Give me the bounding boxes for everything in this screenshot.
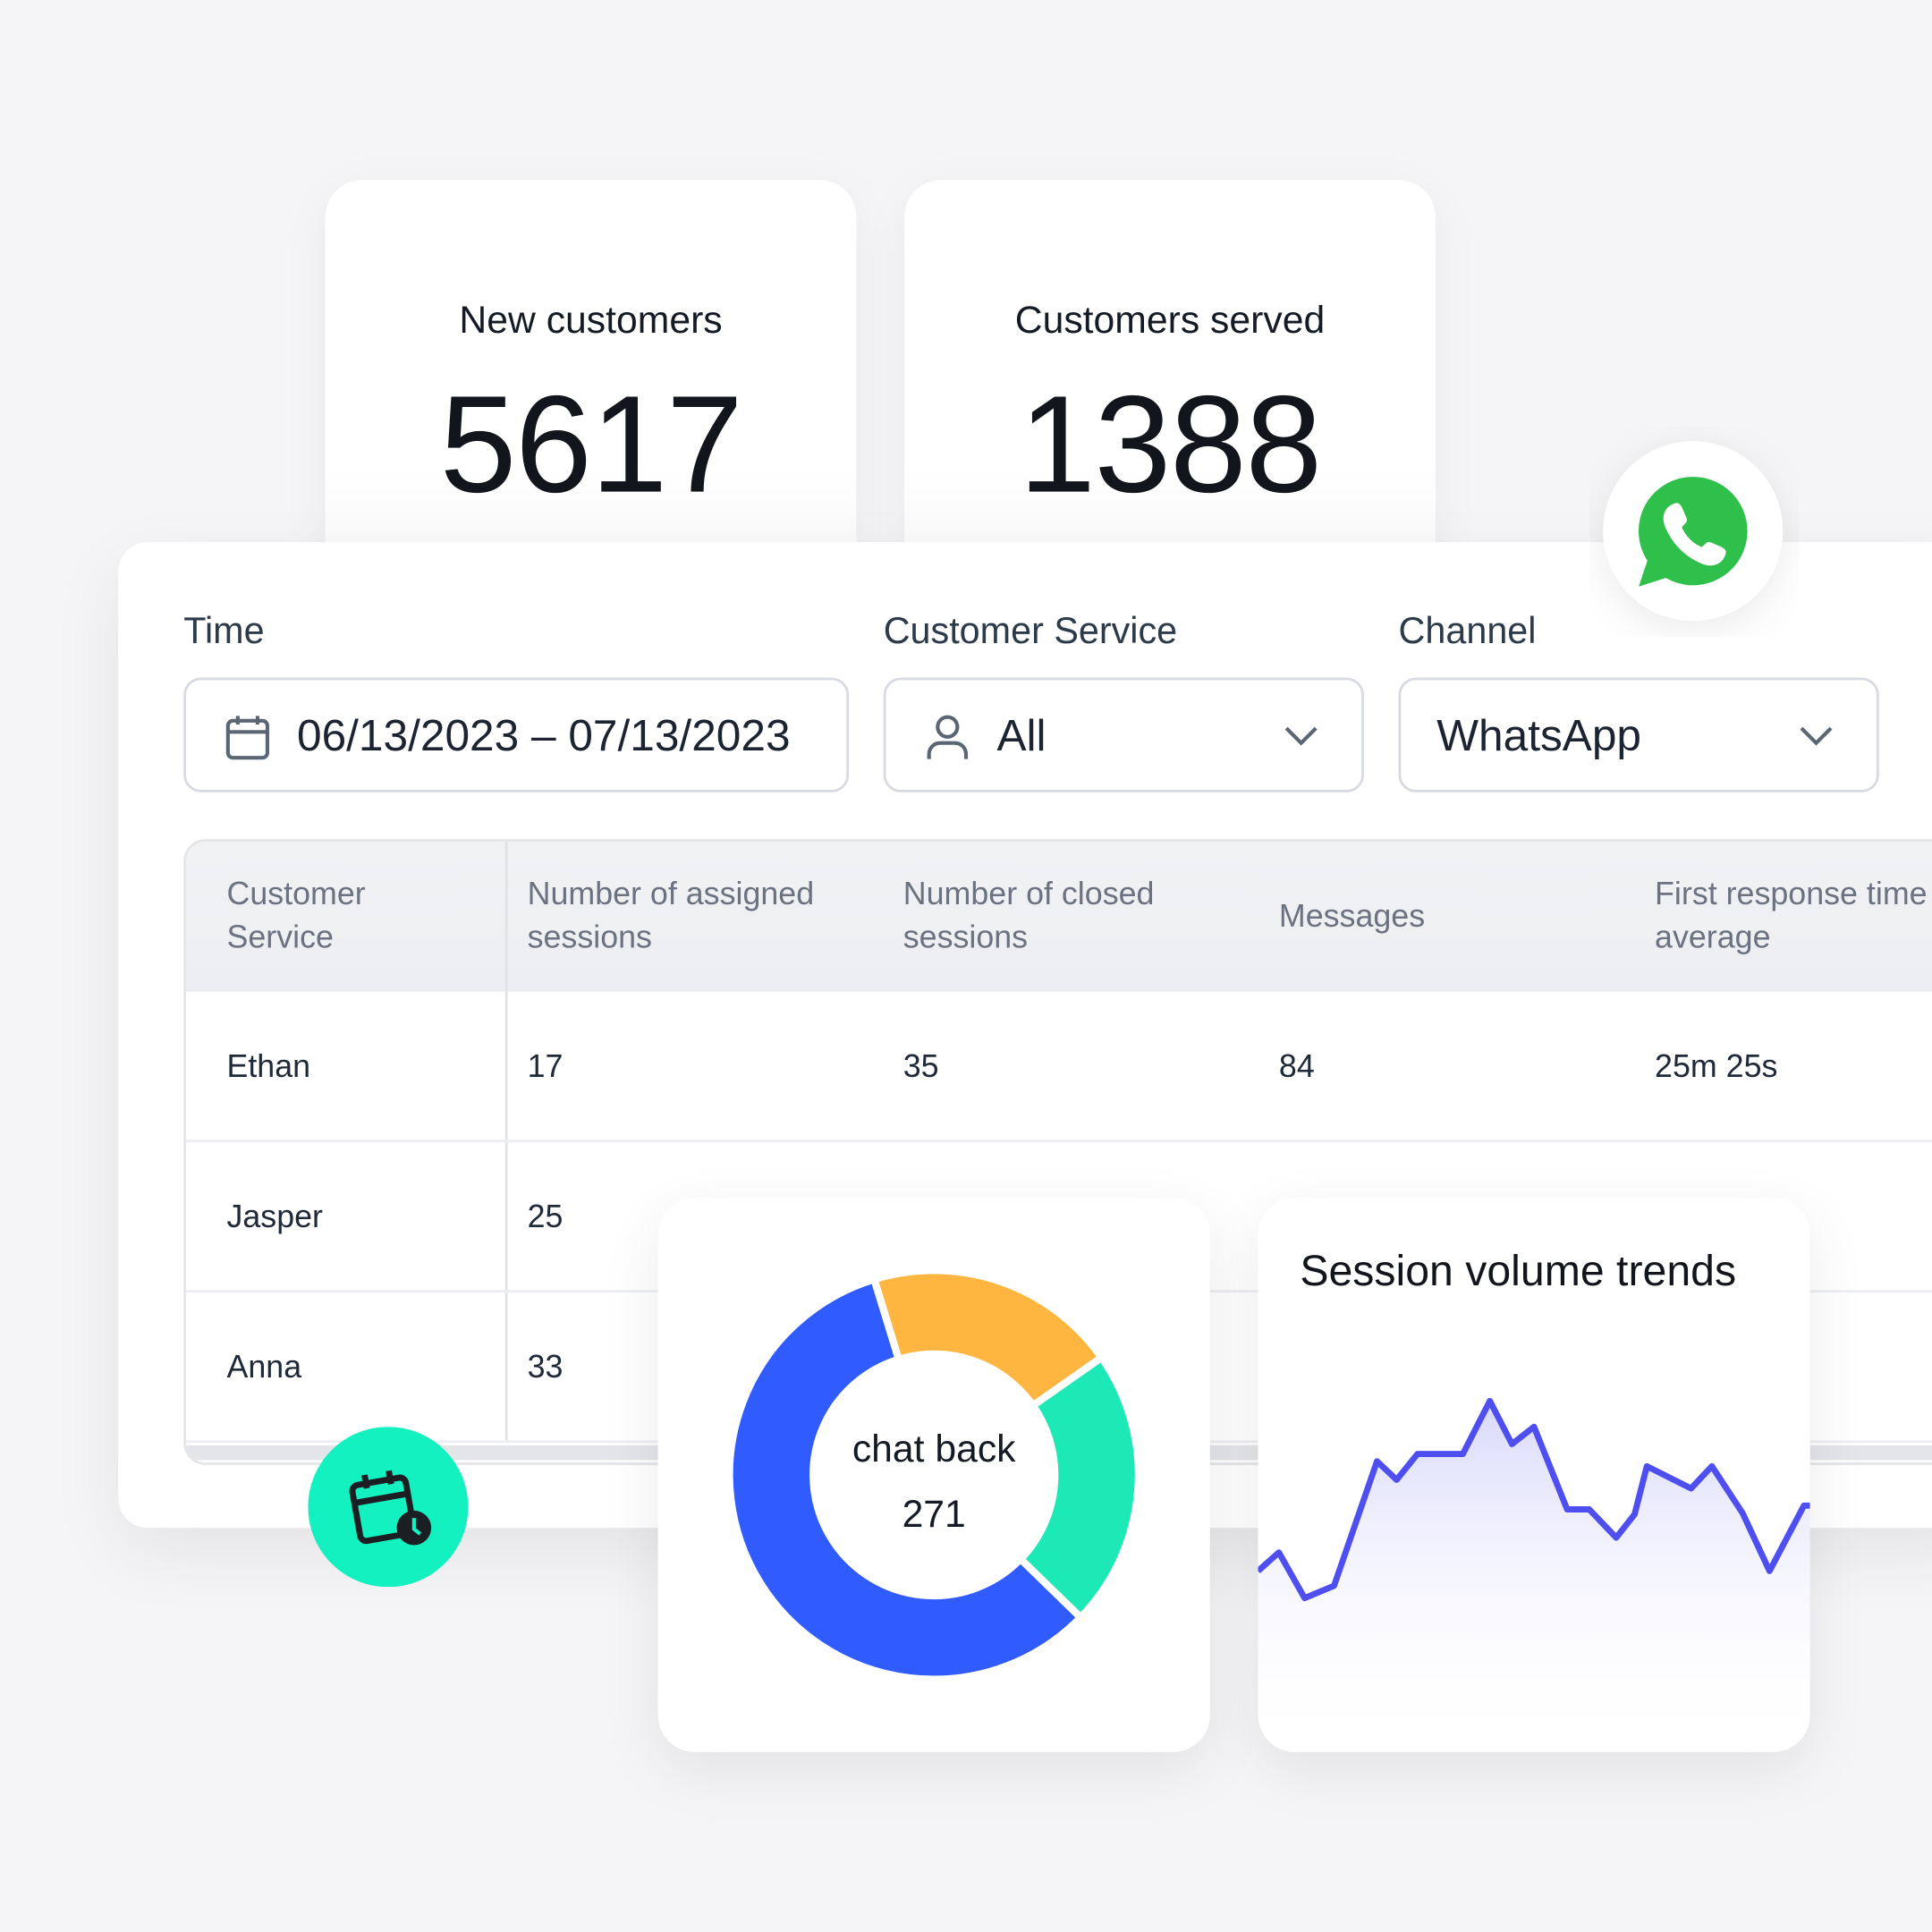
chevron	[1284, 726, 1318, 746]
column-header: First response time average	[1655, 875, 1928, 955]
filter-label: Customer Service	[883, 611, 1178, 652]
table-cell: Ethan	[226, 1046, 311, 1084]
trend-card: Session volume trends	[1258, 1197, 1810, 1752]
filter-label: Time	[183, 611, 265, 652]
filter-value: 06/13/2023 – 07/13/2023	[296, 708, 791, 760]
filter-box[interactable]: WhatsApp	[1398, 677, 1879, 792]
column-header: Customer Service	[226, 875, 366, 955]
kpi-value: 1388	[1019, 367, 1322, 521]
column-header: Number of closed sessions	[902, 875, 1155, 955]
table-cell: 17	[527, 1046, 564, 1084]
filter-value: WhatsApp	[1436, 708, 1642, 760]
kpi-label: Customers served	[1014, 298, 1326, 342]
row-divider	[186, 1140, 1932, 1142]
kpi-label: New customers	[459, 298, 723, 342]
donut-segment	[725, 1275, 1086, 1683]
table-cell: Anna	[226, 1347, 302, 1385]
kpi-card: New customers 5617	[325, 180, 857, 587]
calendar-icon	[225, 716, 269, 760]
column-header: Messages	[1278, 896, 1426, 934]
calendar-clock-icon	[349, 1470, 417, 1545]
filter-icon	[225, 716, 269, 760]
schedule-badge	[308, 1427, 469, 1588]
data-table: Customer Service Number of assigned sessi…	[183, 839, 1932, 1465]
table-cell: 35	[902, 1046, 939, 1084]
table-cell: 84	[1278, 1046, 1315, 1084]
column-header: Number of assigned sessions	[527, 875, 815, 955]
filter-value: All	[996, 708, 1046, 760]
chevron	[1800, 726, 1833, 746]
whatsapp-badge	[1603, 441, 1784, 622]
donut-center-value: 271	[902, 1493, 966, 1536]
donut-chart: chat back 271	[725, 1267, 1142, 1683]
clock-hands	[411, 1518, 422, 1536]
table-cell: Jasper	[226, 1197, 323, 1234]
kpi-value: 5617	[439, 367, 743, 521]
table-cell: 33	[527, 1347, 564, 1385]
donut-segment	[869, 1267, 1107, 1411]
line-chart	[1258, 1397, 1810, 1752]
filter-box[interactable]: 06/13/2023 – 07/13/2023	[183, 677, 850, 792]
filter-icon	[927, 715, 969, 759]
filter-box[interactable]: All	[883, 677, 1364, 792]
donut-center-label: chat back	[852, 1428, 1016, 1470]
filter-label: Channel	[1398, 611, 1537, 652]
user-icon	[927, 715, 969, 759]
trend-line	[1258, 1397, 1810, 1602]
table-header-bg	[186, 841, 1932, 992]
table-cell: 25m 25s	[1655, 1046, 1778, 1084]
table-cell: 25	[527, 1197, 564, 1234]
chart-title: Session volume trends	[1300, 1247, 1737, 1295]
phone-icon	[1663, 503, 1726, 566]
chevron-path	[1800, 726, 1833, 746]
donut-segment	[1015, 1352, 1142, 1623]
chevron-path	[1284, 726, 1318, 746]
donut-card: chat back 271	[657, 1197, 1210, 1752]
kpi-card: Customers served 1388	[904, 180, 1436, 587]
area	[1258, 1401, 1810, 1752]
badge-bg	[308, 1427, 469, 1588]
